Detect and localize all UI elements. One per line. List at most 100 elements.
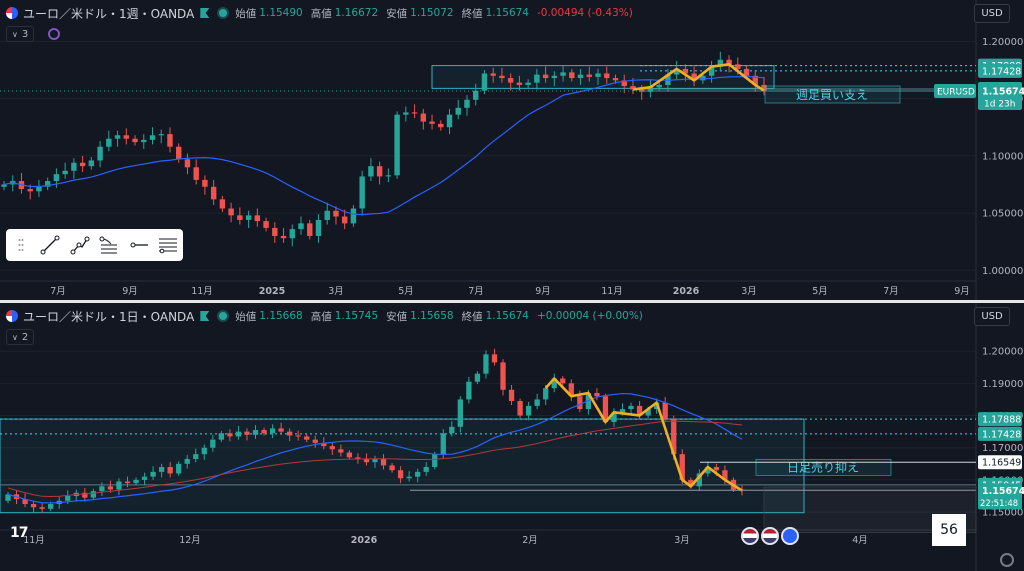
- candle-body: [237, 215, 243, 220]
- candle-body: [355, 457, 361, 459]
- candle-body: [586, 74, 592, 77]
- indicator-collapse-button[interactable]: ∨ 2: [6, 329, 35, 345]
- us-flag-icon[interactable]: [741, 527, 759, 545]
- drag-handle-icon[interactable]: [10, 234, 32, 256]
- candle-body: [595, 73, 601, 77]
- counter-badge: 56: [932, 514, 966, 546]
- countdown: 1d 23h: [984, 99, 1015, 109]
- candle-body: [481, 73, 488, 91]
- candle-body: [543, 388, 549, 400]
- candle-body: [312, 439, 318, 443]
- indicator-collapse-button[interactable]: ∨ 3: [6, 26, 35, 42]
- candle-body: [705, 467, 711, 474]
- candle-body: [158, 467, 165, 472]
- candle-body: [149, 135, 156, 140]
- candle-body: [218, 433, 225, 440]
- candle-body: [289, 229, 295, 239]
- candle-body: [158, 134, 164, 136]
- weekly-chart-pane[interactable]: 1.200001.150001.100001.050001.000007月9月1…: [0, 0, 1024, 300]
- candle-body: [124, 481, 131, 484]
- path-icon[interactable]: [69, 234, 91, 256]
- candle-body: [88, 160, 95, 167]
- candle-body: [346, 452, 353, 458]
- x-tick-label: 3月: [674, 535, 690, 546]
- candle-body: [65, 495, 71, 501]
- candle-body: [560, 378, 566, 384]
- trend-line-icon[interactable]: [39, 234, 61, 256]
- price-tag-box: [978, 83, 1022, 110]
- candle-body: [673, 68, 680, 75]
- symbol-title[interactable]: ユーロ／米ドル・1日・OANDA: [23, 309, 195, 324]
- horizontal-ray-icon[interactable]: [128, 234, 150, 256]
- high-value: 1.15745: [334, 310, 379, 322]
- candle-body: [464, 99, 470, 108]
- candle-body: [621, 80, 627, 87]
- level-label-box: [978, 412, 1022, 427]
- daily-chart-pane[interactable]: 1.200001.190001.180001.170001.160001.150…: [0, 303, 1024, 571]
- candle-body: [636, 405, 643, 416]
- us-flag-icon[interactable]: [761, 527, 779, 545]
- ticker-tag-box: [934, 83, 976, 98]
- currency-button[interactable]: USD: [974, 4, 1010, 23]
- candle-body: [269, 428, 276, 434]
- level-label: 1.17888: [982, 415, 1021, 426]
- candle-body: [542, 74, 549, 79]
- candle-body: [700, 75, 706, 81]
- low-label: 安値: [386, 310, 408, 323]
- candle-body: [372, 458, 378, 463]
- candle-body: [647, 87, 654, 92]
- candle-body: [473, 90, 479, 100]
- symbol-title[interactable]: ユーロ／米ドル・1週・OANDA: [23, 6, 195, 21]
- event-flags[interactable]: [741, 527, 801, 545]
- daily-chart-svg[interactable]: 1.200001.190001.180001.170001.160001.150…: [0, 303, 1024, 571]
- candle-body: [278, 428, 284, 432]
- candle-body: [252, 430, 259, 435]
- candle-body: [499, 75, 505, 79]
- tradingview-logo[interactable]: 17: [10, 525, 29, 541]
- candle-body: [368, 166, 374, 177]
- zone-label: 週足買い支え: [796, 88, 868, 102]
- x-tick-label: 9月: [954, 286, 970, 297]
- candle-body: [490, 73, 496, 76]
- candle-body: [261, 430, 267, 434]
- high-label: 高値: [310, 7, 332, 20]
- fib-icon[interactable]: [98, 234, 120, 256]
- candle-body: [743, 68, 750, 76]
- candle-body: [116, 481, 122, 490]
- candle-body: [446, 114, 453, 128]
- indicator-count: 3: [21, 28, 29, 40]
- candle-body: [62, 170, 68, 175]
- candle-body: [184, 159, 191, 168]
- zigzag-annotation: [632, 63, 765, 92]
- y-tick-label: 1.20000: [982, 37, 1023, 48]
- candle-body: [389, 465, 395, 471]
- candle-body: [568, 383, 574, 397]
- weekly-chart-svg[interactable]: 1.200001.150001.100001.050001.000007月9月1…: [0, 0, 1024, 300]
- cursor-price-box: [978, 455, 1022, 470]
- candle-body: [735, 64, 741, 69]
- x-tick-label: 2025: [259, 286, 285, 297]
- level-label-box: [978, 426, 1022, 441]
- candle-body: [27, 189, 33, 192]
- candle-body: [508, 389, 515, 402]
- pane-divider[interactable]: [0, 300, 1024, 303]
- candle-body: [176, 463, 182, 474]
- x-tick-label: 3月: [328, 286, 344, 297]
- candle-body: [717, 59, 724, 67]
- currency-button[interactable]: USD: [974, 307, 1010, 326]
- candle-body: [688, 479, 694, 487]
- candle-body: [210, 439, 216, 448]
- x-tick-label: 9月: [535, 286, 551, 297]
- candle-body: [455, 107, 461, 115]
- candle-body: [79, 162, 86, 167]
- candle-body: [167, 467, 173, 474]
- candle-body: [315, 219, 322, 236]
- parallel-lines-icon[interactable]: [157, 234, 179, 256]
- candle-body: [295, 435, 301, 437]
- y-tick-label: 1.19000: [982, 379, 1023, 390]
- candle-body: [210, 186, 217, 200]
- gear-icon[interactable]: [1000, 553, 1014, 567]
- candle-body: [645, 409, 651, 416]
- candle-body: [577, 74, 584, 79]
- eu-flag-icon[interactable]: [781, 527, 799, 545]
